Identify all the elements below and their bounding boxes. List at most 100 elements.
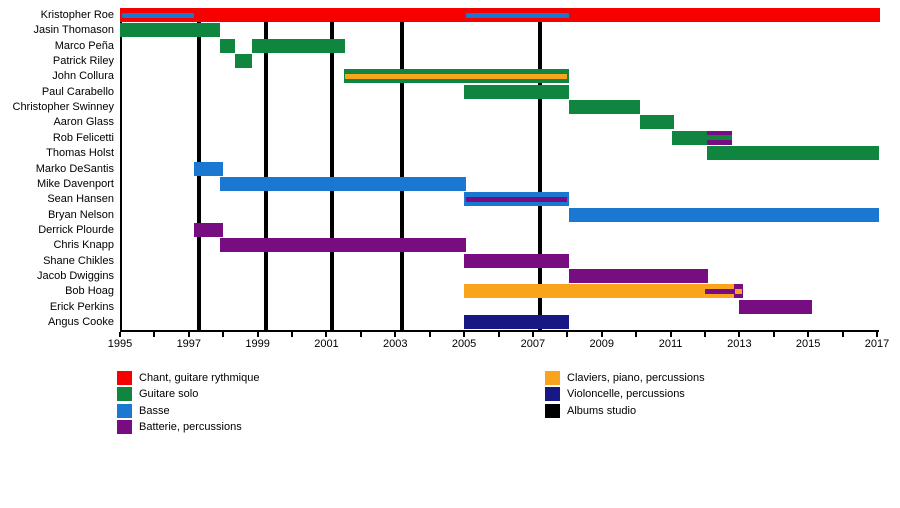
member-bar [235,54,253,69]
axis-tick-label: 2005 [451,338,477,350]
member-bar [569,268,709,283]
axis-tick [841,332,844,337]
axis-tick [394,332,397,337]
member-role-stripe [465,12,570,18]
member-role-stripe [706,135,733,141]
legend-label-chant: Chant, guitare rythmique [139,372,260,384]
member-label: Sean Hansen [47,193,114,206]
member-bar [219,176,466,191]
member-label: Jacob Dwiggins [36,269,114,282]
legend-label-batterie: Batterie, percussions [139,421,242,434]
axis-tick [531,332,534,337]
member-label: Kristopher Roe [40,9,114,21]
axis-tick-label: 2007 [520,338,546,350]
legend-label-violoncelle: Violoncelle, percussions [567,388,685,401]
y-axis-line [120,8,122,330]
legend-swatch-albums [545,403,560,418]
legend-swatch-violoncelle [545,387,560,402]
member-role-stripe [465,196,568,202]
member-label: Derrick Plourde [38,223,114,236]
member-label: Bob Hoag [65,285,114,298]
axis-tick [738,332,741,337]
member-label: Marko DeSantis [35,162,114,175]
member-role-stripe [121,12,194,18]
member-label: Mike Davenport [36,177,114,190]
axis-tick-label: 1997 [176,338,202,350]
axis-tick [153,332,156,337]
member-label: Angus Cooke [47,316,114,328]
axis-tick-label: 1999 [245,338,270,350]
axis-tick [635,332,638,337]
member-bar [569,100,640,115]
member-bar [464,253,570,268]
member-bar [219,38,236,53]
axis-tick-label: 2001 [314,338,339,350]
legend-swatch-batterie [117,420,132,435]
axis-tick [600,332,603,337]
member-bar [464,315,570,329]
axis-tick [497,332,500,337]
axis-tick [325,332,328,337]
album-studio-line [537,8,542,330]
member-bar [739,299,812,314]
member-label: Jasin Thomason [33,24,114,37]
member-role-stripe [345,73,568,79]
axis-tick [291,332,294,337]
album-studio-line [400,8,405,330]
legend-label-guitare: Guitare solo [139,388,199,401]
album-studio-line [329,8,334,330]
member-bar [464,84,570,99]
axis-tick [669,332,672,337]
member-label: Rob Felicetti [52,131,114,144]
member-label: Paul Carabello [41,85,114,98]
axis-tick [463,332,466,337]
axis-tick [222,332,225,337]
axis-tick [876,332,878,337]
member-bar [672,130,707,145]
legend-swatch-guitare [117,387,132,402]
legend-label-albums: Albums studio [567,404,637,417]
axis-tick-label: 2003 [383,338,408,350]
member-label: Shane Chikles [43,254,114,267]
member-label: Erick Perkins [49,300,114,313]
legend-label-basse: Basse [139,404,170,417]
member-label: Bryan Nelson [47,208,114,221]
member-bar [464,284,735,299]
axis-tick [772,332,775,337]
member-bar [193,222,224,237]
member-bar [706,146,879,161]
member-label: Patrick Riley [52,55,114,68]
member-label: Christopher Swinney [12,101,115,114]
member-role-stripe [704,288,735,294]
x-axis-line [120,330,879,332]
axis-tick-label: 2013 [727,338,752,350]
member-label: John Collura [52,70,114,83]
axis-tick-label: 1995 [107,338,133,350]
member-role-stripe [734,288,743,294]
axis-tick-label: 2015 [795,338,821,350]
axis-tick [566,332,569,337]
member-label: Chris Knapp [53,239,114,252]
member-bar [639,115,674,130]
axis-tick [807,332,810,337]
axis-tick [256,332,259,337]
member-label: Thomas Holst [46,147,114,160]
legend-swatch-basse [117,403,132,418]
axis-tick-label: 2009 [589,338,614,350]
member-label: Aaron Glass [53,116,114,129]
album-studio-line [264,8,269,330]
member-label: Marco Peña [54,39,114,52]
legend-label-claviers: Claviers, piano, percussions [567,372,705,384]
legend-swatch-claviers [545,371,560,385]
axis-tick [428,332,431,337]
member-bar [219,238,466,253]
axis-tick [703,332,706,337]
axis-tick-label: 2011 [658,338,683,350]
axis-tick [359,332,362,337]
axis-tick [187,332,190,337]
axis-tick [119,332,121,337]
member-bar [193,161,224,176]
member-bar [569,207,879,222]
member-bar [120,23,220,38]
